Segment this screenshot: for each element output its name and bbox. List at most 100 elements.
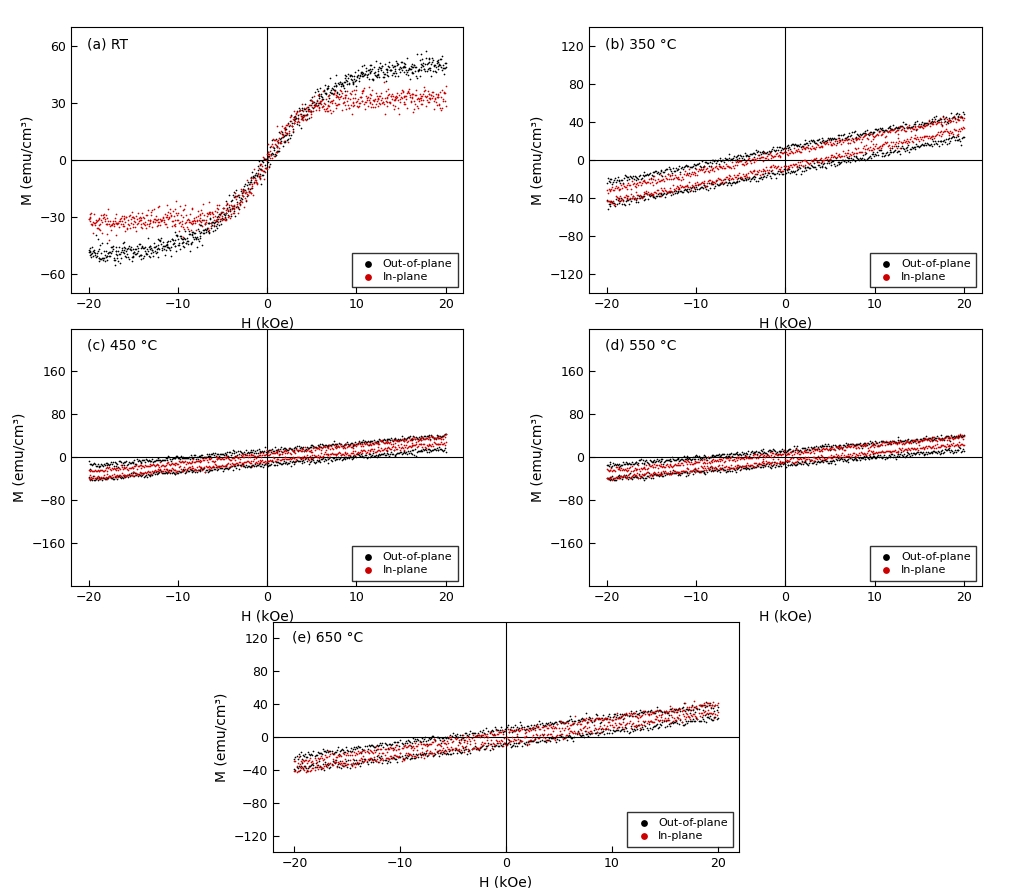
Out-of-plane bbox=[769, 143, 786, 157]
Out-of-plane bbox=[417, 429, 433, 443]
Out-of-plane bbox=[527, 721, 543, 735]
In-plane bbox=[344, 446, 360, 460]
Out-of-plane bbox=[874, 435, 890, 449]
In-plane bbox=[723, 170, 739, 185]
In-plane bbox=[755, 163, 771, 177]
Out-of-plane bbox=[694, 181, 710, 195]
Out-of-plane bbox=[374, 59, 390, 73]
Out-of-plane bbox=[820, 456, 836, 470]
Out-of-plane bbox=[346, 438, 362, 452]
In-plane bbox=[701, 706, 717, 720]
In-plane bbox=[775, 442, 792, 456]
Out-of-plane bbox=[746, 147, 762, 161]
In-plane bbox=[384, 98, 400, 112]
In-plane bbox=[384, 743, 400, 757]
Out-of-plane bbox=[405, 734, 422, 749]
Out-of-plane bbox=[124, 242, 141, 256]
Out-of-plane bbox=[919, 116, 935, 131]
In-plane bbox=[846, 450, 862, 464]
Out-of-plane bbox=[339, 742, 355, 757]
Out-of-plane bbox=[431, 745, 447, 759]
In-plane bbox=[104, 218, 120, 233]
Out-of-plane bbox=[463, 742, 479, 757]
Out-of-plane bbox=[827, 131, 843, 146]
Out-of-plane bbox=[714, 153, 730, 167]
In-plane bbox=[294, 444, 310, 458]
In-plane bbox=[857, 448, 874, 462]
Out-of-plane bbox=[663, 466, 679, 480]
In-plane bbox=[85, 464, 101, 479]
In-plane bbox=[349, 94, 365, 108]
In-plane bbox=[949, 431, 966, 445]
Out-of-plane bbox=[761, 169, 777, 183]
In-plane bbox=[717, 157, 733, 171]
Out-of-plane bbox=[406, 60, 423, 75]
Out-of-plane bbox=[863, 438, 880, 452]
In-plane bbox=[328, 755, 344, 769]
Out-of-plane bbox=[250, 163, 266, 177]
Out-of-plane bbox=[92, 472, 108, 486]
Legend: Out-of-plane, In-plane: Out-of-plane, In-plane bbox=[626, 813, 733, 847]
In-plane bbox=[683, 699, 700, 713]
In-plane bbox=[412, 431, 429, 445]
Out-of-plane bbox=[824, 154, 840, 168]
In-plane bbox=[700, 164, 716, 178]
In-plane bbox=[672, 464, 688, 478]
Out-of-plane bbox=[243, 173, 259, 187]
Out-of-plane bbox=[479, 739, 495, 753]
In-plane bbox=[297, 108, 313, 123]
Out-of-plane bbox=[232, 197, 248, 211]
In-plane bbox=[176, 202, 192, 217]
Out-of-plane bbox=[313, 452, 330, 466]
Out-of-plane bbox=[883, 437, 899, 451]
In-plane bbox=[936, 432, 952, 446]
In-plane bbox=[131, 458, 148, 472]
Out-of-plane bbox=[621, 172, 637, 186]
Out-of-plane bbox=[310, 454, 327, 468]
In-plane bbox=[119, 468, 135, 482]
In-plane bbox=[279, 127, 295, 141]
Out-of-plane bbox=[166, 466, 182, 480]
In-plane bbox=[154, 464, 170, 479]
Out-of-plane bbox=[776, 460, 793, 474]
In-plane bbox=[249, 177, 265, 191]
In-plane bbox=[391, 442, 407, 456]
Out-of-plane bbox=[389, 446, 405, 460]
In-plane bbox=[604, 464, 620, 479]
In-plane bbox=[275, 134, 291, 148]
In-plane bbox=[891, 120, 907, 134]
In-plane bbox=[228, 450, 245, 464]
In-plane bbox=[429, 87, 445, 101]
In-plane bbox=[220, 203, 237, 218]
Out-of-plane bbox=[684, 452, 701, 466]
Out-of-plane bbox=[127, 457, 144, 472]
In-plane bbox=[152, 212, 168, 226]
In-plane bbox=[556, 721, 572, 735]
In-plane bbox=[266, 133, 282, 147]
In-plane bbox=[757, 449, 773, 464]
Out-of-plane bbox=[190, 234, 206, 248]
Out-of-plane bbox=[277, 133, 293, 147]
Out-of-plane bbox=[401, 72, 418, 86]
In-plane bbox=[357, 752, 373, 766]
In-plane bbox=[862, 127, 879, 141]
In-plane bbox=[187, 214, 203, 228]
In-plane bbox=[292, 444, 308, 458]
Out-of-plane bbox=[422, 732, 438, 746]
Out-of-plane bbox=[166, 451, 182, 465]
Out-of-plane bbox=[266, 458, 282, 472]
Out-of-plane bbox=[620, 170, 636, 184]
In-plane bbox=[830, 133, 846, 147]
In-plane bbox=[378, 751, 394, 765]
In-plane bbox=[857, 139, 874, 153]
Out-of-plane bbox=[391, 750, 407, 765]
In-plane bbox=[703, 162, 719, 176]
Out-of-plane bbox=[386, 64, 402, 78]
In-plane bbox=[103, 223, 119, 237]
In-plane bbox=[863, 438, 880, 452]
In-plane bbox=[635, 174, 651, 188]
Out-of-plane bbox=[767, 446, 784, 460]
Out-of-plane bbox=[354, 448, 370, 463]
Out-of-plane bbox=[243, 170, 259, 185]
Out-of-plane bbox=[429, 53, 445, 67]
